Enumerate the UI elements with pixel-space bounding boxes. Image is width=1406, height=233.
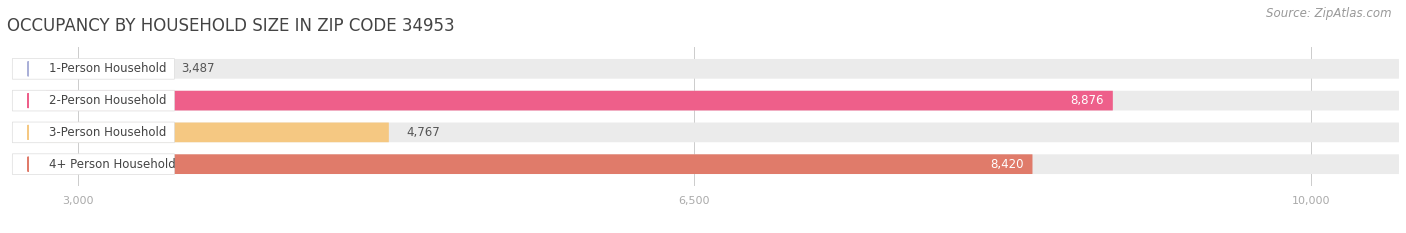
FancyBboxPatch shape bbox=[46, 59, 163, 79]
Text: 4,767: 4,767 bbox=[406, 126, 440, 139]
Text: 4+ Person Household: 4+ Person Household bbox=[49, 158, 176, 171]
Text: 3-Person Household: 3-Person Household bbox=[49, 126, 167, 139]
Text: 2-Person Household: 2-Person Household bbox=[49, 94, 167, 107]
Text: 1-Person Household: 1-Person Household bbox=[49, 62, 167, 75]
FancyBboxPatch shape bbox=[46, 123, 1399, 142]
FancyBboxPatch shape bbox=[46, 154, 1032, 174]
Text: 3,487: 3,487 bbox=[181, 62, 215, 75]
FancyBboxPatch shape bbox=[13, 154, 174, 175]
FancyBboxPatch shape bbox=[46, 154, 1399, 174]
Text: OCCUPANCY BY HOUSEHOLD SIZE IN ZIP CODE 34953: OCCUPANCY BY HOUSEHOLD SIZE IN ZIP CODE … bbox=[7, 17, 454, 35]
FancyBboxPatch shape bbox=[46, 91, 1112, 110]
FancyBboxPatch shape bbox=[46, 91, 1399, 110]
FancyBboxPatch shape bbox=[46, 123, 389, 142]
Text: 8,876: 8,876 bbox=[1070, 94, 1104, 107]
Text: 8,420: 8,420 bbox=[990, 158, 1024, 171]
FancyBboxPatch shape bbox=[13, 58, 174, 79]
FancyBboxPatch shape bbox=[46, 59, 1399, 79]
FancyBboxPatch shape bbox=[13, 122, 174, 143]
Text: Source: ZipAtlas.com: Source: ZipAtlas.com bbox=[1267, 7, 1392, 20]
FancyBboxPatch shape bbox=[13, 90, 174, 111]
